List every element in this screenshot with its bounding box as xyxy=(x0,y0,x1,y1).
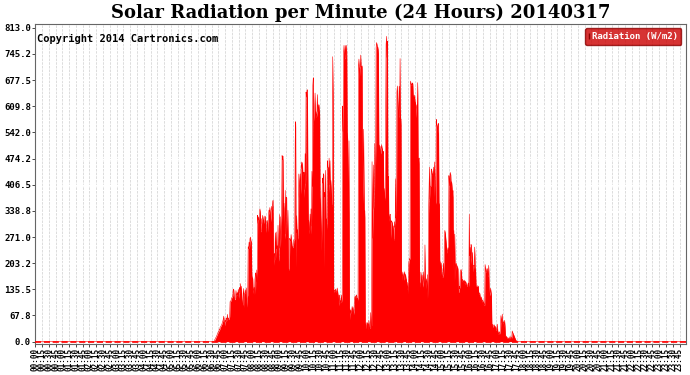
Text: Copyright 2014 Cartronics.com: Copyright 2014 Cartronics.com xyxy=(37,33,218,44)
Title: Solar Radiation per Minute (24 Hours) 20140317: Solar Radiation per Minute (24 Hours) 20… xyxy=(111,4,610,22)
Legend: Radiation (W/m2): Radiation (W/m2) xyxy=(585,28,681,45)
